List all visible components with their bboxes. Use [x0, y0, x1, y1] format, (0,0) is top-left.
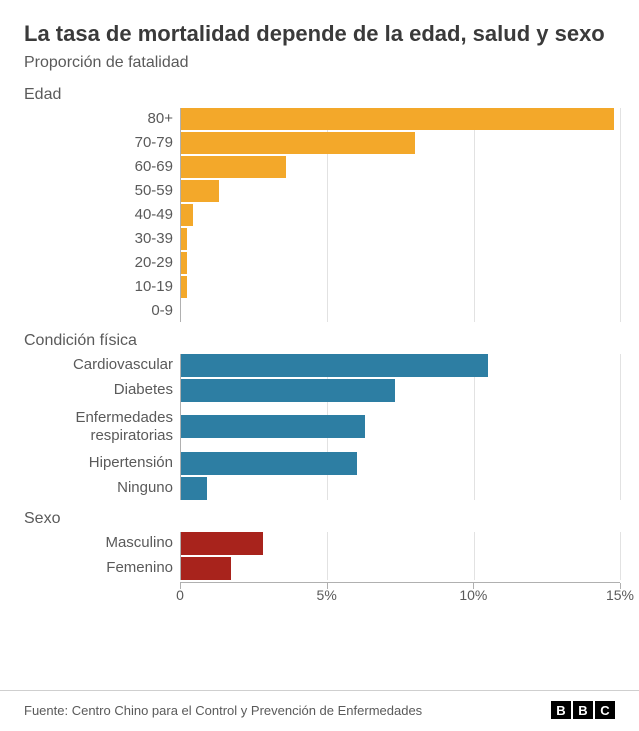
- bar-row: Diabetes: [181, 379, 620, 402]
- bar: [181, 354, 488, 377]
- chart-title: La tasa de mortalidad depende de la edad…: [24, 20, 615, 48]
- bar-label: 60-69: [25, 158, 181, 175]
- bbc-logo-letter: B: [551, 701, 571, 719]
- bar-row: 60-69: [181, 156, 620, 178]
- bar-label: Ninguno: [25, 479, 181, 496]
- bar-label: 30-39: [25, 230, 181, 247]
- section-label: Edad: [24, 86, 615, 104]
- gridline: [620, 532, 621, 580]
- chart-container: La tasa de mortalidad depende de la edad…: [0, 0, 639, 604]
- chart-subtitle: Proporción de fatalidad: [24, 54, 615, 72]
- bar: [181, 204, 193, 226]
- bar: [181, 532, 263, 555]
- bar-label: 80+: [25, 110, 181, 127]
- bar-label: 10-19: [25, 278, 181, 295]
- bbc-logo-letter: B: [573, 701, 593, 719]
- bar-label: 40-49: [25, 206, 181, 223]
- gridline: [620, 108, 621, 322]
- bar: [181, 452, 357, 475]
- bar-row: 10-19: [181, 276, 620, 298]
- bar: [181, 108, 614, 130]
- bar-row: 80+: [181, 108, 620, 130]
- bar-label: 70-79: [25, 134, 181, 151]
- bar-label: Femenino: [25, 559, 181, 576]
- bar-row: Ninguno: [181, 477, 620, 500]
- bar: [181, 477, 207, 500]
- bar-row: 30-39: [181, 228, 620, 250]
- section-label: Sexo: [24, 510, 615, 528]
- bar: [181, 557, 231, 580]
- bar-row: Hipertensión: [181, 452, 620, 475]
- bar-row: 0-9: [181, 300, 620, 322]
- bar: [181, 156, 286, 178]
- axis-tick-label: 0: [176, 587, 184, 603]
- source-text: Fuente: Centro Chino para el Control y P…: [24, 703, 422, 718]
- gridline: [620, 354, 621, 500]
- chart-section: Condición física Cardiovascular Diabetes En…: [24, 332, 615, 500]
- x-axis-line: 05%10%15%: [180, 582, 620, 604]
- x-axis: 05%10%15%: [24, 582, 615, 604]
- bar-row: Enfermedades respiratorias: [181, 404, 620, 450]
- bar-label: Diabetes: [25, 381, 181, 398]
- bar-label: 0-9: [25, 302, 181, 319]
- bar: [181, 276, 187, 298]
- plot-area: MasculinoFemenino: [180, 532, 620, 580]
- bar-row: 20-29: [181, 252, 620, 274]
- bar: [181, 415, 365, 438]
- bar-label: 50-59: [25, 182, 181, 199]
- section-label: Condición física: [24, 332, 615, 350]
- bar-row: Masculino: [181, 532, 620, 555]
- axis-tick-label: 5%: [317, 587, 337, 603]
- bar-label: Cardiovascular: [25, 356, 181, 373]
- sections-wrapper: Edad 80+ 70-79 60-69 50-59 40-49 30-39 20-29 10-…: [24, 86, 615, 580]
- bbc-logo-letter: C: [595, 701, 615, 719]
- bar-row: Femenino: [181, 557, 620, 580]
- bar: [181, 180, 219, 202]
- bar-row: 40-49: [181, 204, 620, 226]
- plot-area: CardiovascularDiabetesEnfermedades respi…: [180, 354, 620, 500]
- bar-label: Masculino: [25, 534, 181, 551]
- bar: [181, 252, 187, 274]
- plot-area: 80+70-7960-6950-5940-4930-3920-2910-190-…: [180, 108, 620, 322]
- chart-section: Sexo Masculino Femenino: [24, 510, 615, 580]
- bar-label: 20-29: [25, 254, 181, 271]
- footer: Fuente: Centro Chino para el Control y P…: [0, 690, 639, 731]
- axis-tick-label: 15%: [606, 587, 634, 603]
- chart-section: Edad 80+ 70-79 60-69 50-59 40-49 30-39 20-29 10-…: [24, 86, 615, 322]
- bar: [181, 228, 187, 250]
- axis-tick-label: 10%: [459, 587, 487, 603]
- bar-row: Cardiovascular: [181, 354, 620, 377]
- bar-label: Hipertensión: [25, 454, 181, 471]
- bar: [181, 379, 395, 402]
- bar: [181, 132, 415, 154]
- bar-row: 70-79: [181, 132, 620, 154]
- bar-label: Enfermedades respiratorias: [25, 409, 181, 444]
- bbc-logo: B B C: [551, 701, 615, 719]
- bar-row: 50-59: [181, 180, 620, 202]
